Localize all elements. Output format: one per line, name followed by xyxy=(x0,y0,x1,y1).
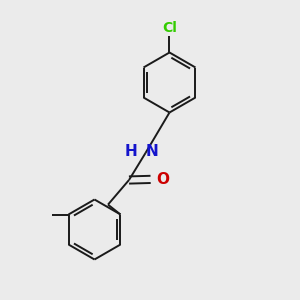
Text: N: N xyxy=(146,144,158,159)
Text: O: O xyxy=(156,172,169,187)
Text: Cl: Cl xyxy=(162,20,177,34)
Text: H: H xyxy=(124,144,137,159)
